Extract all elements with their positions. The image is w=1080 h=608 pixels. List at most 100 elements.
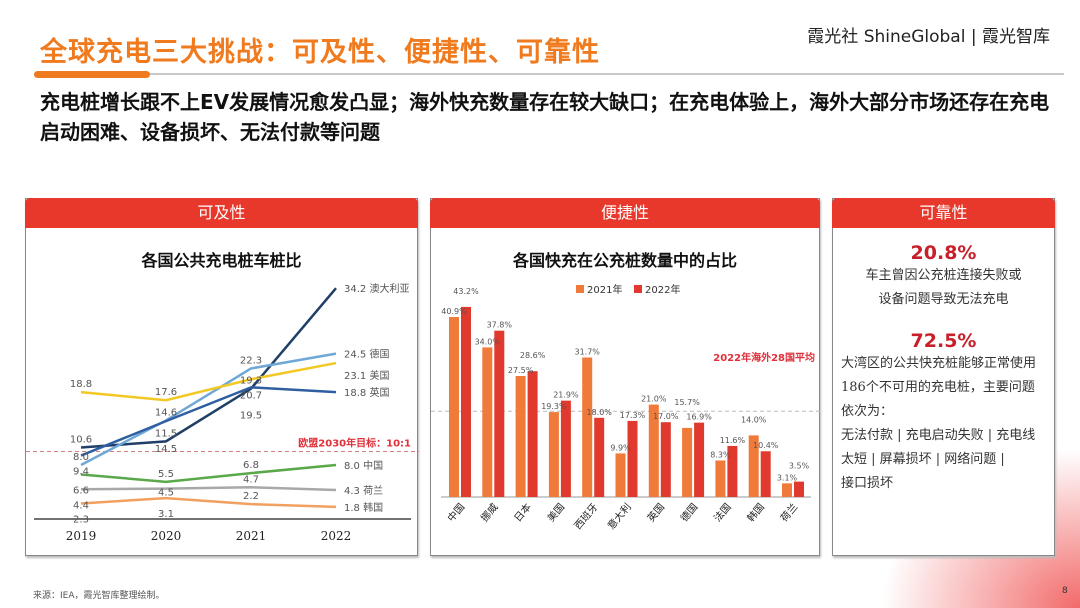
stat-text: 车主曾因公充桩连接失败或 [865, 268, 1022, 283]
x-tick-label: 2022 [321, 529, 352, 543]
bar [615, 453, 626, 497]
data-label: 3.1 [158, 509, 174, 520]
x-tick-label: 荷兰 [777, 501, 800, 525]
series-label: 18.8 英国 [344, 386, 389, 399]
x-tick-label: 2021 [236, 529, 267, 543]
data-label: 37.8% [487, 321, 513, 330]
chart-title: 各国快充在公充桩数量中的占比 [512, 251, 737, 270]
bar [727, 445, 738, 497]
data-label: 22.3 [240, 355, 262, 366]
data-label: 11.6% [720, 436, 746, 445]
bar [560, 400, 571, 497]
panel-reliability: 可靠性 20.8% 车主曾因公充桩连接失败或 设备问题导致无法充电 72.5% … [832, 198, 1055, 556]
stat-value: 72.5% [910, 330, 977, 352]
series-label: 8.0 中国 [344, 459, 383, 472]
panel-header: 可靠性 [832, 198, 1055, 228]
data-label: 18.8 [70, 379, 92, 390]
bar [594, 417, 605, 497]
data-label: 8.0 [73, 452, 89, 463]
stat-text: 大湾区的公共快充桩能够正常使用 [841, 356, 1037, 371]
bar [515, 376, 526, 497]
bar [715, 460, 726, 497]
data-label: 17.6 [155, 387, 177, 398]
bar [660, 422, 671, 497]
bar [682, 427, 693, 497]
series-label: 34.2 澳大利亚 [344, 282, 409, 295]
line-chart: 2019 2020 2021 2022 欧盟2030年目标：10:1 10.6 11.5 19… [26, 282, 419, 543]
bar [482, 347, 493, 497]
data-label: 6.8 [243, 460, 259, 471]
legend-label: 2021年 [587, 283, 622, 296]
series-line-韩国 [80, 496, 337, 509]
x-tick-label: 韩国 [744, 501, 767, 525]
x-tick-label: 2019 [66, 529, 97, 543]
data-label: 6.6 [73, 485, 89, 496]
x-tick-label: 意大利 [605, 501, 634, 532]
data-label: 2.2 [243, 491, 259, 502]
data-label: 28.6% [520, 351, 546, 360]
series-line-美国 [80, 361, 337, 402]
series-line-中国 [80, 463, 337, 484]
bar [694, 422, 705, 497]
data-label: 31.7% [574, 348, 600, 357]
stat-value: 20.8% [910, 242, 977, 264]
data-label: 19.3% [541, 402, 567, 411]
legend-swatch [576, 285, 584, 293]
data-label: 4.4 [73, 500, 89, 511]
data-label: 10.6 [70, 434, 92, 445]
title-underline [34, 71, 150, 78]
data-label: 4.5 [158, 488, 174, 499]
data-label: 5.5 [158, 469, 174, 480]
data-label: 40.9% [441, 307, 467, 316]
data-label: 27.5% [508, 366, 534, 375]
x-tick-label: 美国 [544, 501, 567, 525]
bar [582, 357, 593, 497]
data-label: 21.9% [553, 391, 579, 400]
legend-swatch [634, 285, 642, 293]
data-label: 17.3% [620, 411, 646, 420]
data-label: 19.3 [240, 376, 262, 387]
x-tick-label: 日本 [511, 501, 534, 525]
data-label: 14.0% [741, 415, 767, 424]
data-label: 8.3% [710, 450, 731, 459]
panel-header: 便捷性 [430, 198, 820, 228]
panel-header: 可及性 [25, 198, 418, 228]
data-label: 14.5 [155, 444, 177, 455]
bar [760, 451, 771, 497]
stat-text: 太短 | 屏幕损坏 | 网络问题 | [841, 452, 1005, 467]
panel-convenience: 便捷性 各国快充在公充桩数量中的占比 2021年 2022年 2022年海外28国平… [430, 198, 821, 556]
data-label: 14.6 [155, 407, 177, 418]
bar [748, 435, 759, 497]
bar [648, 404, 659, 497]
x-tick-label: 西班牙 [572, 501, 600, 532]
stat-text: 接口损坏 [841, 476, 894, 491]
reference-label: 2022年海外28国平均 [713, 351, 815, 364]
legend-label: 2022年 [645, 283, 680, 296]
stat-text: 186个不可用的充电桩，主要问题 [841, 380, 1035, 395]
data-label: 43.2% [453, 287, 479, 296]
divider [34, 73, 1064, 75]
stat-text: 依次为： [841, 404, 894, 419]
data-label: 16.9% [686, 413, 712, 422]
data-label: 9.4 [73, 467, 89, 478]
bar [527, 371, 538, 497]
series-line-澳大利亚 [80, 287, 337, 449]
bar [794, 481, 804, 497]
panel-accessibility: 可及性 各国公共充电桩车桩比 2019 2020 2021 2022 欧盟2030年目标… [25, 198, 419, 556]
series-label: 1.8 韩国 [344, 501, 383, 514]
data-label: 9.9% [610, 443, 631, 452]
x-tick-label: 德国 [678, 501, 701, 525]
data-label: 3.1% [777, 473, 798, 482]
bar [548, 412, 559, 497]
data-label: 4.7 [243, 474, 259, 485]
data-label: 21.0% [641, 395, 667, 404]
brand-logo: 霞光社 ShineGlobal | 霞光智库 [807, 27, 1050, 47]
stat-text: 无法付款 | 充电启动失败 | 充电线 [841, 428, 1036, 443]
data-label: 34.0% [475, 337, 501, 346]
series-label: 23.1 美国 [344, 369, 389, 382]
data-label: 19.5 [240, 410, 262, 421]
x-tick-label: 英国 [644, 501, 667, 525]
data-label: 3.5% [789, 462, 810, 471]
x-tick-label: 2020 [151, 529, 182, 543]
source-note: 来源：IEA，霞光智库整理绘制。 [33, 591, 165, 601]
